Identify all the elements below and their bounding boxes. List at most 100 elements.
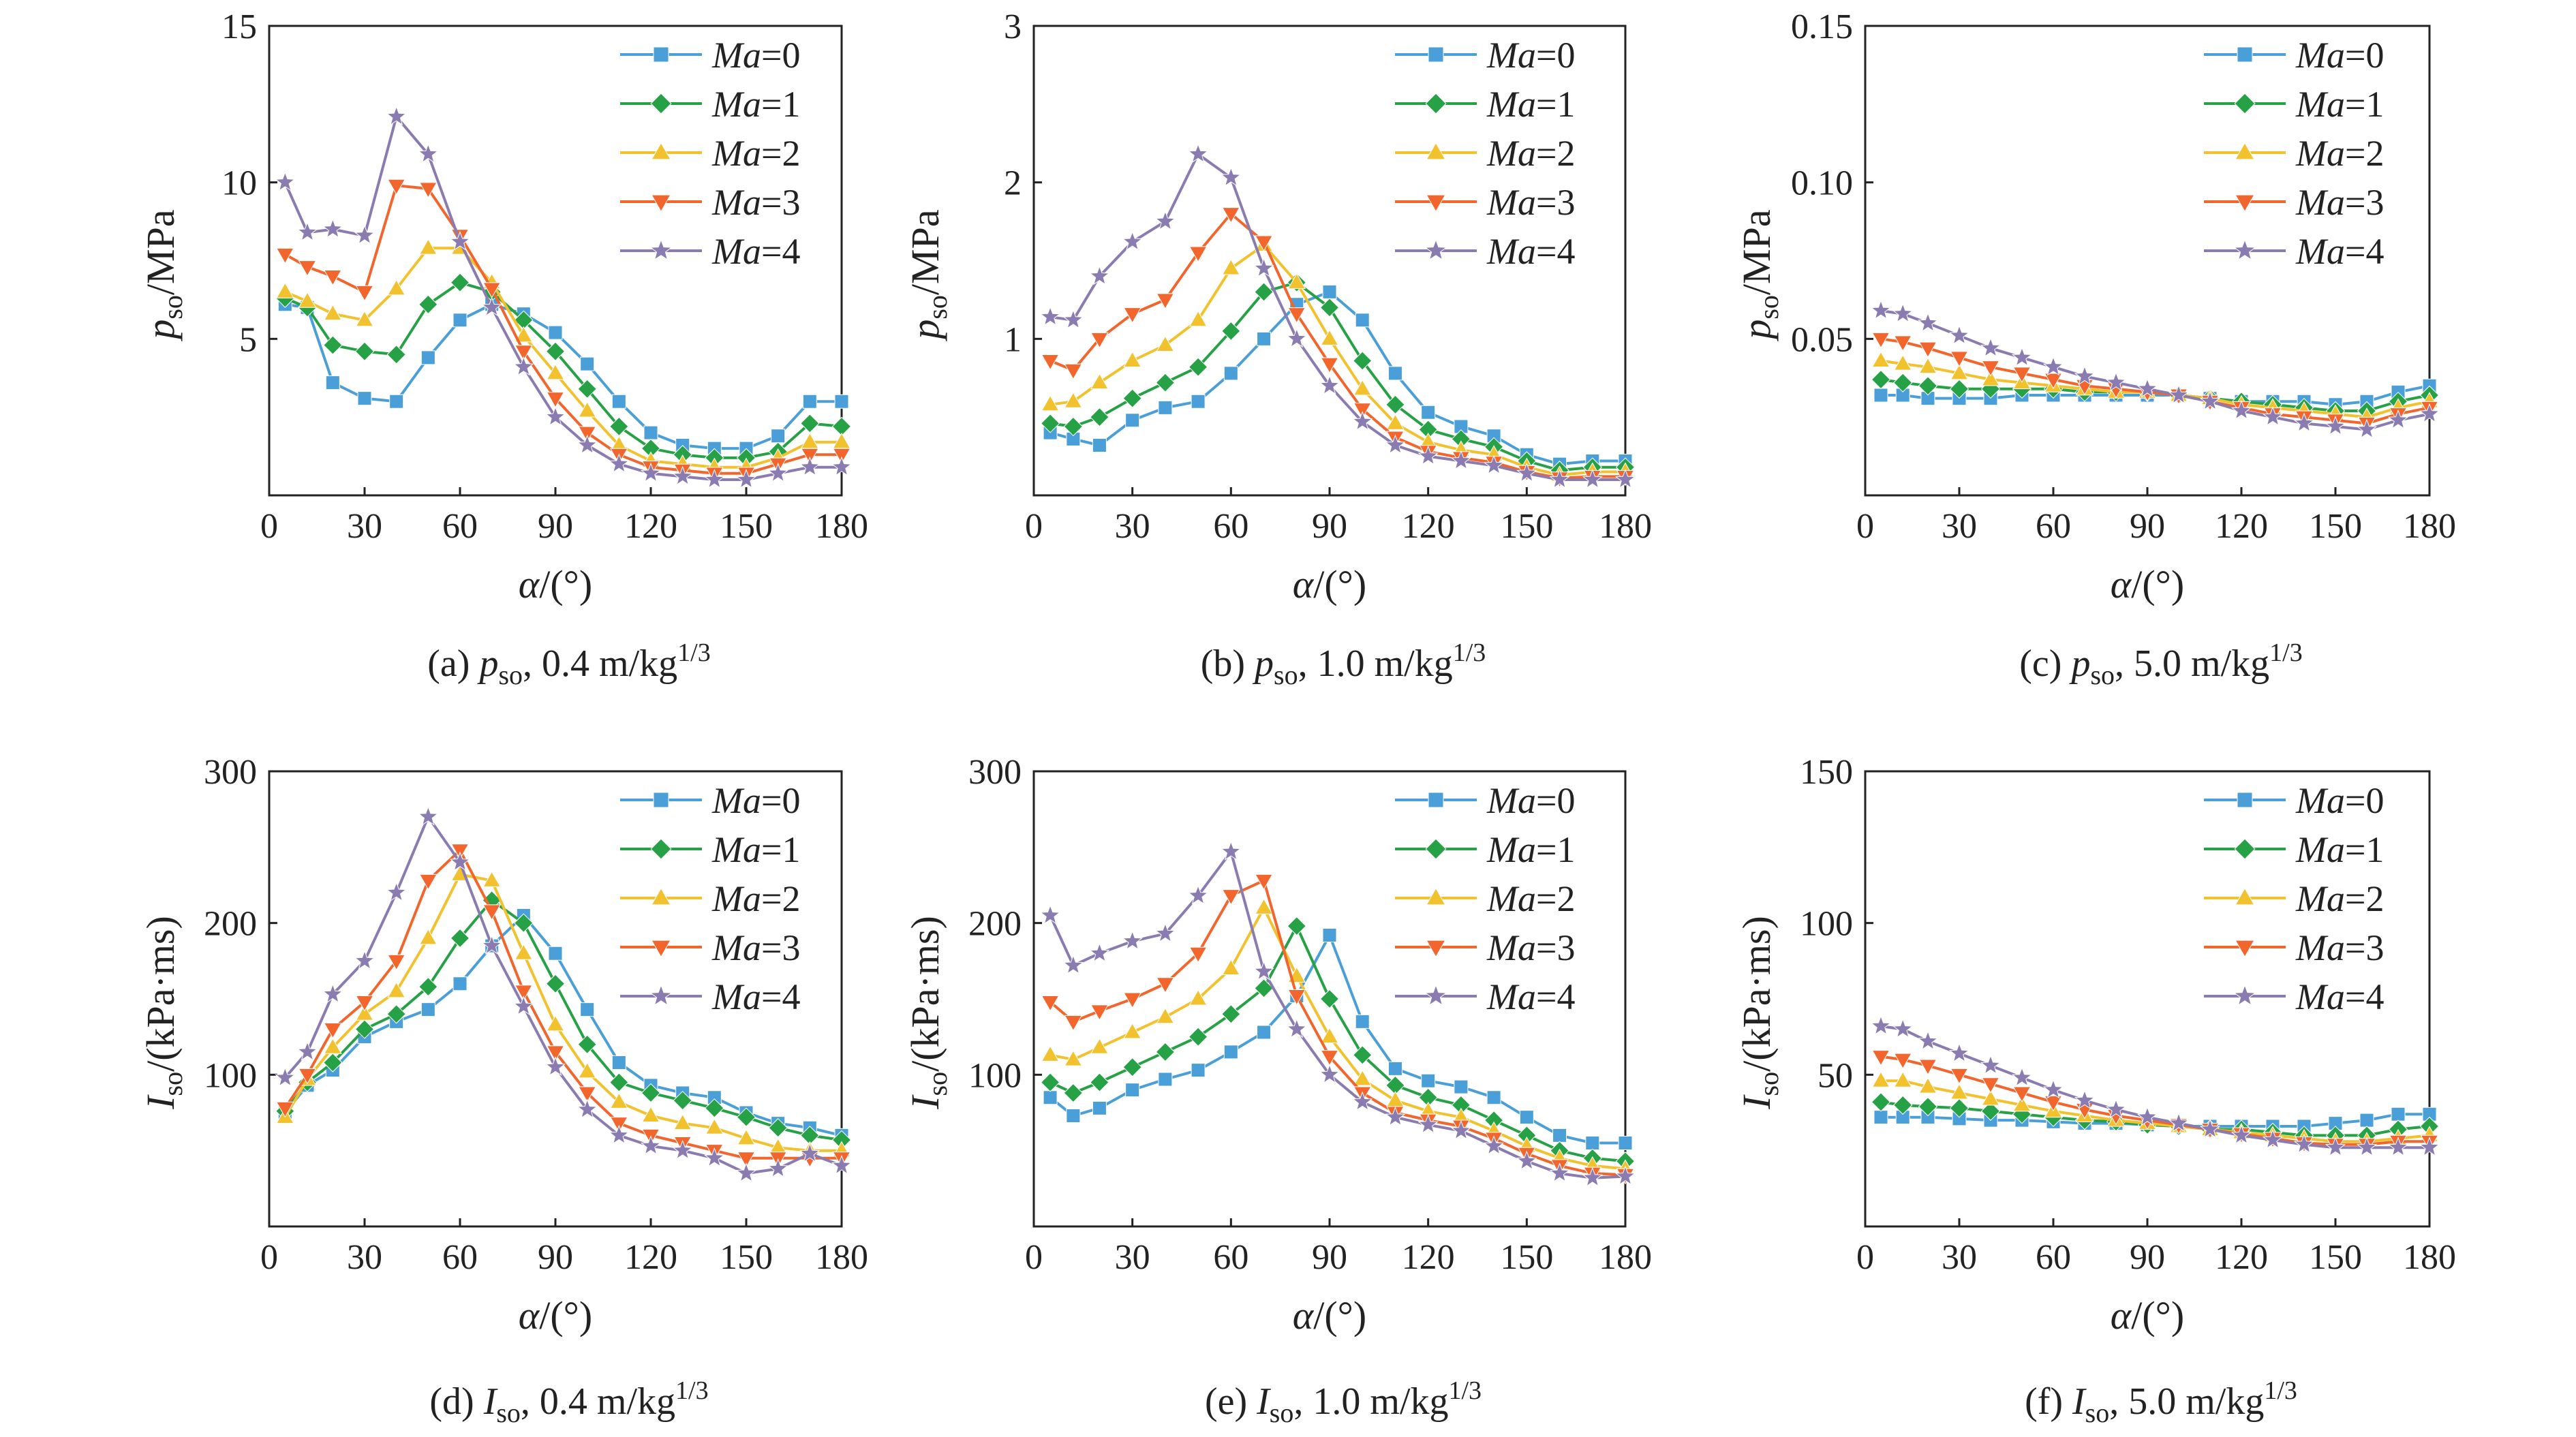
data-point [275,1101,294,1118]
data-point [609,1072,629,1092]
legend-label: Ma=0 [2295,780,2384,821]
series-Ma=1 [275,273,852,468]
data-point [1454,419,1469,434]
data-point [1387,1061,1402,1076]
data-point [1255,898,1273,914]
legend-label: Ma=4 [711,231,800,272]
legend-label: Ma=1 [711,829,800,870]
data-point [323,1053,343,1072]
data-point [1320,1050,1339,1066]
data-point [1618,1136,1633,1151]
data-point [1892,1095,1913,1115]
legend-item-3: Ma=3 [1395,927,1575,968]
data-point [1039,904,1061,925]
y-tick-label: 10 [221,164,257,203]
data-point [1158,400,1173,415]
data-point [1870,300,1892,320]
data-point [1156,293,1175,309]
data-point [482,871,502,887]
x-tick-label: 60 [442,507,478,546]
series-Ma=3 [275,179,851,483]
data-point [513,356,534,376]
data-point [1387,366,1402,381]
legend-item-0: Ma=0 [2204,780,2384,821]
data-point [609,453,630,473]
data-point [2199,390,2221,411]
data-point [735,469,757,489]
data-point [2356,1137,2378,1157]
data-point [800,414,820,433]
data-point [2356,418,2378,439]
data-point [1950,1083,1969,1100]
data-point [513,995,534,1016]
data-point [1156,977,1175,993]
legend-label: Ma=2 [711,133,800,174]
y-axis-label: Iso/(kPa·ms) [1734,916,1784,1110]
data-point [1221,258,1240,275]
data-point [2012,1086,2031,1103]
legend-item-3: Ma=3 [2204,927,2384,968]
y-tick-label: 100 [968,1056,1022,1095]
data-point [1949,1098,1969,1118]
legend-item-2: Ma=2 [620,133,800,174]
legend-marker [653,46,669,63]
legend-item-4: Ma=4 [2204,976,2384,1017]
data-point [2325,1137,2346,1157]
data-point [386,106,407,126]
data-point [1189,310,1208,327]
legend-item-4: Ma=4 [2204,231,2384,272]
data-point [2042,1079,2064,1099]
x-tick-label: 0 [1025,1238,1043,1277]
legend-label: Ma=1 [1486,84,1575,125]
series-line [1049,879,1626,1177]
data-point [355,310,374,327]
data-point [546,363,565,380]
data-point [641,1083,661,1103]
data-point [735,1162,757,1182]
legend-marker [651,142,671,160]
data-point [1286,328,1307,348]
x-tick-label: 90 [538,507,573,546]
legend-marker [2233,984,2256,1006]
x-tick-label: 180 [815,507,868,546]
legend-marker [1425,93,1447,114]
data-point [1286,1018,1307,1038]
legend-marker [649,238,673,261]
legend-label: Ma=3 [2295,182,2384,223]
data-point [323,1023,342,1039]
data-point [1871,369,1891,390]
data-point [705,1118,724,1134]
legend-marker [1426,940,1446,958]
data-point [1188,1027,1208,1047]
x-tick-label: 60 [2036,507,2071,546]
x-tick-label: 150 [1500,507,1553,546]
data-point [1187,143,1209,164]
x-tick-label: 30 [1115,1238,1150,1277]
data-point [1981,370,2000,386]
x-tick-label: 60 [2036,1238,2071,1277]
data-point [1353,351,1373,371]
legend-item-0: Ma=0 [620,35,800,76]
data-point [1355,313,1370,328]
data-point [1064,1015,1083,1032]
data-point [1221,959,1240,975]
x-tick-label: 150 [720,1238,773,1277]
data-point [1221,1004,1241,1024]
legend-label: Ma=1 [1486,829,1575,870]
data-point [643,425,658,440]
data-point [1122,388,1142,408]
data-point [1063,1083,1084,1103]
legend-label: Ma=2 [1486,878,1575,919]
data-point [420,350,435,365]
data-point [514,326,533,343]
data-point [1353,403,1372,419]
data-point [1893,1053,1912,1070]
x-tick-label: 120 [1402,507,1455,546]
data-point [1918,357,1937,374]
data-point [1066,1108,1081,1123]
data-point [1950,1068,1969,1085]
x-tick-label: 150 [2309,507,2362,546]
data-point [672,465,693,486]
x-tick-label: 30 [1942,507,1977,546]
